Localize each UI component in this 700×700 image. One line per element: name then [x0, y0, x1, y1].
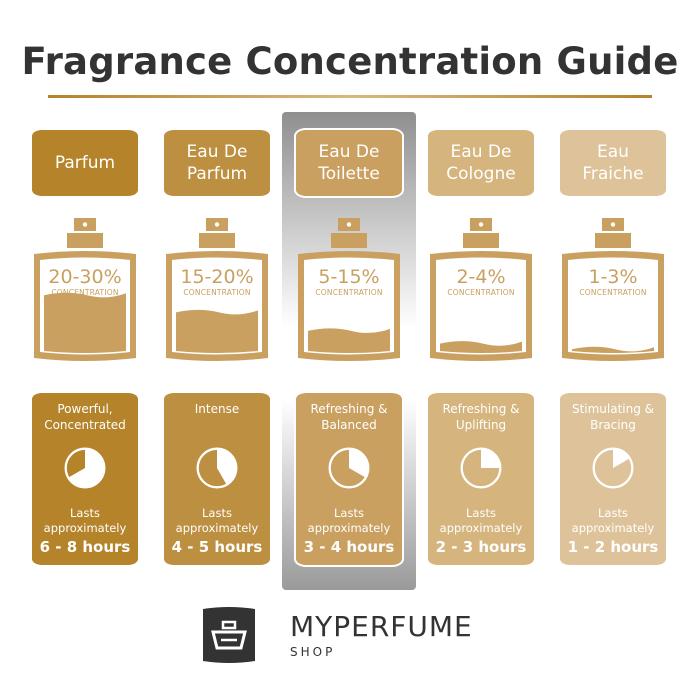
brand-name: MYPERFUME — [290, 610, 473, 643]
hours-value: 2 - 3 hours — [435, 538, 527, 556]
bottle-icon — [562, 218, 664, 361]
text-line: Refreshing & — [310, 402, 388, 416]
type-header: Parfum — [32, 130, 138, 196]
bottle-icon — [166, 218, 268, 361]
longevity-box: Stimulating & Bracing Lasts approximately … — [560, 393, 666, 565]
text-line: Eau De — [450, 142, 512, 162]
longevity-box: Refreshing & Balanced Lasts approximately … — [294, 391, 404, 567]
longevity-box: Intense Lasts approximately 4 - 5 hours — [164, 393, 270, 565]
text-line: Fraiche — [582, 164, 644, 184]
text-line: Lasts — [202, 506, 232, 520]
lasts-label: Lasts approximately — [428, 506, 534, 536]
bottle-icon — [298, 218, 400, 361]
liquid-level — [572, 346, 654, 353]
text-line: Eau De — [318, 142, 380, 162]
longevity-box: Refreshing & Uplifting Lasts approximately… — [428, 393, 534, 565]
liquid-level — [44, 292, 126, 353]
concentration-label: CONCENTRATION — [315, 288, 383, 297]
liquid-level — [308, 328, 390, 353]
text-line: Uplifting — [455, 418, 507, 432]
text-line: Refreshing & — [442, 402, 520, 416]
lasts-label: Lasts approximately — [164, 506, 270, 536]
liquid-level — [440, 341, 522, 353]
column-eau-de-cologne: Eau De Cologne 2-4% CONCENTRATION Refresh… — [428, 130, 534, 570]
text-line: Parfum — [186, 164, 248, 184]
pie-outline — [64, 447, 106, 489]
text-line: Eau De — [186, 142, 248, 162]
text-line: Cologne — [446, 164, 516, 184]
pie-slice — [217, 448, 237, 485]
text-line: Toilette — [318, 164, 380, 184]
pie-outline — [460, 447, 502, 489]
text-line: Lasts — [70, 506, 100, 520]
text-line: Parfum — [54, 153, 116, 173]
type-header: Eau De Cologne — [428, 130, 534, 196]
brand-subtitle: SHOP — [290, 645, 336, 659]
clock-pie-icon — [592, 447, 634, 489]
longevity-box: Powerful, Concentrated Lasts approximately… — [32, 393, 138, 565]
hours-value: 6 - 8 hours — [39, 538, 131, 556]
description: Stimulating & Bracing — [560, 401, 666, 433]
column-eau-de-parfum: Eau De Parfum 15-20% CONCENTRATION Intens… — [164, 130, 270, 570]
text-line: Concentrated — [44, 418, 126, 432]
text-line: Lasts — [466, 506, 496, 520]
text-line: Lasts — [598, 506, 628, 520]
brand-logo-icon — [203, 607, 255, 663]
text-line: Eau — [597, 142, 629, 162]
lasts-label: Lasts approximately — [32, 506, 138, 536]
title-divider — [48, 95, 652, 98]
hours-value: 4 - 5 hours — [171, 538, 263, 556]
concentration-label: CONCENTRATION — [579, 288, 647, 297]
description: Intense — [164, 401, 270, 417]
bottle-icon — [430, 218, 532, 361]
text-line: Bracing — [590, 418, 636, 432]
concentration-label: CONCENTRATION — [447, 288, 515, 297]
column-parfum: Parfum 20-30% CONCENTRATION Powerful, Con… — [32, 130, 138, 570]
concentration-value: 2-4% — [456, 266, 506, 288]
pie-outline — [592, 447, 634, 489]
pie-slice — [68, 448, 105, 488]
pie-slice — [481, 448, 501, 468]
text-line: Balanced — [321, 418, 377, 432]
page-title: Fragrance Concentration Guide — [21, 40, 679, 83]
concentration-value: 1-3% — [588, 266, 638, 288]
clock-pie-icon — [64, 447, 106, 489]
clock-pie-icon — [460, 447, 502, 489]
text-line: Powerful, — [57, 402, 113, 416]
text-line: Lasts — [334, 506, 364, 520]
description: Refreshing & Uplifting — [428, 401, 534, 433]
bottle-icon — [34, 218, 136, 361]
concentration-value: 5-15% — [318, 266, 380, 288]
description: Refreshing & Balanced — [296, 401, 402, 433]
type-header: Eau De Parfum — [164, 130, 270, 196]
lasts-label: Lasts approximately — [560, 506, 666, 536]
column-eau-fraiche: Eau Fraiche 1-3% CONCENTRATION Stimulatin… — [560, 130, 666, 570]
description: Powerful, Concentrated — [32, 401, 138, 433]
type-header: Eau De Toilette — [294, 128, 404, 198]
text-line: approximately — [43, 521, 127, 535]
text-line: approximately — [307, 521, 391, 535]
concentration-label: CONCENTRATION — [51, 288, 119, 297]
type-header: Eau Fraiche — [560, 130, 666, 196]
text-line: Stimulating & — [571, 402, 655, 416]
lasts-label: Lasts approximately — [296, 506, 402, 536]
liquid-level — [176, 309, 258, 353]
concentration-label: CONCENTRATION — [183, 288, 251, 297]
text-line: approximately — [571, 521, 655, 535]
clock-pie-icon — [328, 447, 370, 489]
concentration-value: 20-30% — [48, 266, 122, 288]
concentration-value: 15-20% — [180, 266, 254, 288]
pie-slice — [349, 448, 369, 478]
column-eau-de-toilette: Eau De Toilette 5-15% CONCENTRATION Refre… — [294, 128, 404, 570]
hours-value: 1 - 2 hours — [567, 538, 659, 556]
text-line: Intense — [194, 402, 240, 416]
text-line: approximately — [175, 521, 259, 535]
pie-slice — [613, 448, 630, 468]
text-line: approximately — [439, 521, 523, 535]
clock-pie-icon — [196, 447, 238, 489]
hours-value: 3 - 4 hours — [303, 538, 395, 556]
